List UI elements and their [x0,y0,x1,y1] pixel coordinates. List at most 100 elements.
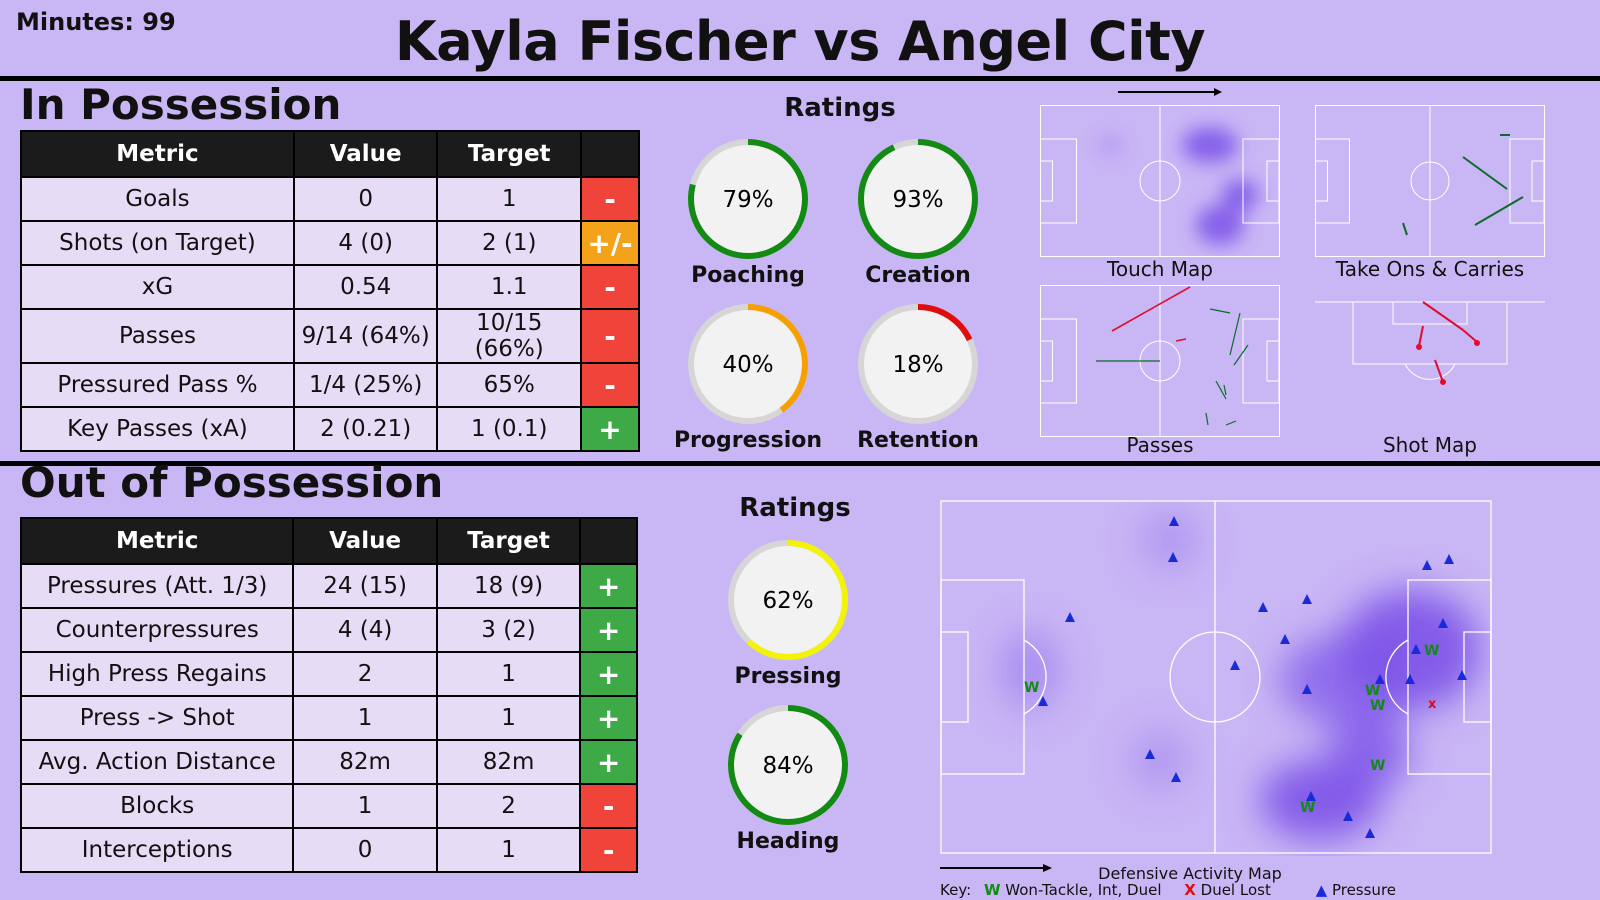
table-row: Blocks 1 2- [19,783,638,829]
status-badge: - [580,176,640,222]
pressure-marker [1168,552,1178,562]
gauge-value: 93% [892,187,943,213]
defensive-direction-arrow [940,864,1052,872]
table-row: Passes 9/14 (64%) 10/15 (66%) - [20,308,640,364]
cell-metric: Blocks [19,783,295,829]
status-badge: + [579,607,638,653]
gauge-value: 79% [722,187,773,213]
cell-target: 2 (1) [436,220,583,266]
rating-gauge-progression: 40% [688,304,808,424]
rating-gauge-pressing: 62% [728,540,848,660]
pressure-marker [1438,618,1448,628]
passes-map-label: Passes [1126,433,1194,457]
rating-gauge-poaching: 79% [688,139,808,259]
status-badge: + [579,651,638,697]
pressure-symbol-icon: ▲ [1315,881,1328,899]
cell-value: 1 [292,783,438,829]
table-row: Interceptions 0 1- [19,827,638,873]
rating-gauge-retention: 18% [858,304,978,424]
won-marker: W [1365,683,1380,699]
pressure-marker [1065,612,1075,622]
pressure-marker [1306,791,1316,801]
cell-target: 1.1 [436,264,583,310]
lost-symbol-icon: X [1184,881,1196,899]
cell-target: 1 (0.1) [436,406,583,452]
cell-value: 82m [292,739,438,785]
shot-map [1315,301,1545,385]
cell-target: 65% [436,362,583,408]
cell-value: 9/14 (64%) [292,308,439,364]
cell-metric: High Press Regains [19,651,295,697]
table-row: Key Passes (xA) 2 (0.21) 1 (0.1) + [20,406,640,452]
status-badge: - [580,362,640,408]
gauge-value: 40% [722,352,773,378]
gauge-label: Heading [736,829,840,854]
cell-value: 0 [292,827,438,873]
gauge-label: Poaching [691,263,805,288]
gauge-fill [858,139,978,259]
table-row: Pressures (Att. 1/3) 24 (15) 18 (9) + [19,563,638,609]
cell-target: 1 [436,176,583,222]
table-row: Pressured Pass % 1/4 (25%) 65% - [20,362,640,408]
out-of-possession-title: Out of Possession [20,458,444,507]
column-header: Value [292,517,438,565]
out-of-possession-table: Metric Value Target Pressures (Att. 1/3) 24… [19,517,638,873]
passes-map [1040,285,1280,437]
pressure-marker [1230,660,1240,670]
gauge-value: 62% [762,588,813,614]
in-possession-title: In Possession [20,80,342,129]
header-divider [0,76,1600,81]
gauge-label: Progression [673,428,823,453]
cell-metric: Pressures (Att. 1/3) [19,563,295,609]
cell-metric: Press -> Shot [19,695,295,741]
minutes-label: Minutes: 99 [16,8,176,36]
table-row: High Press Regains 2 1 + [19,651,638,697]
cell-value: 1/4 (25%) [292,362,439,408]
cell-metric: Passes [20,308,295,364]
cell-target: 1 [435,827,582,873]
pressure-marker [1422,560,1432,570]
cell-value: 2 [292,651,438,697]
cell-target: 18 (9) [435,563,582,609]
shot-map-label: Shot Map [1382,433,1477,457]
defensive-map-title: Defensive Activity Map [1098,864,1282,883]
column-header: Metric [20,130,295,178]
status-badge: +/- [580,220,640,266]
cell-target: 2 [435,783,582,829]
cell-target: 1 [435,695,582,741]
gauge-fill [858,304,978,424]
key-lost: Duel Lost [1200,881,1271,899]
table-row: xG 0.54 1.1- [20,264,640,310]
pressure-marker [1280,634,1290,644]
won-marker: W [1300,800,1315,816]
take-ons-carries-map [1315,105,1545,257]
gauge-fill [688,304,808,424]
column-header [580,130,640,178]
cell-value: 0.54 [292,264,439,310]
svg-text:x: x [1428,697,1437,712]
table-row: Press -> Shot 1 1 + [19,695,638,741]
cell-target: 3 (2) [435,607,582,653]
key-won: Won-Tackle, Int, Duel [1005,881,1162,899]
rating-gauge-heading: 84% [728,705,848,825]
pressure-marker [1258,602,1268,612]
key-label: Key: [940,881,972,899]
column-header: Metric [19,517,295,565]
column-header: Target [436,130,583,178]
cell-metric: Interceptions [19,827,295,873]
cell-value: 1 [292,695,438,741]
cell-value: 2 (0.21) [292,406,439,452]
pressure-marker [1375,674,1385,684]
table-row: Counterpressures 4 (4) 3 (2) + [19,607,638,653]
cell-value: 24 (15) [292,563,438,609]
cell-metric: xG [20,264,295,310]
touch-map-label: Touch Map [1107,257,1213,281]
in-possession-table: Metric Value Target Goals 0 1- Shots (on Targ… [20,130,640,452]
gauge-fill [728,705,848,825]
table-row: Shots (on Target) 4 (0) 2 (1) +/- [20,220,640,266]
cell-target: 82m [435,739,582,785]
gauge-label: Pressing [734,664,842,689]
pressure-marker [1302,684,1312,694]
pressure-marker [1302,594,1312,604]
